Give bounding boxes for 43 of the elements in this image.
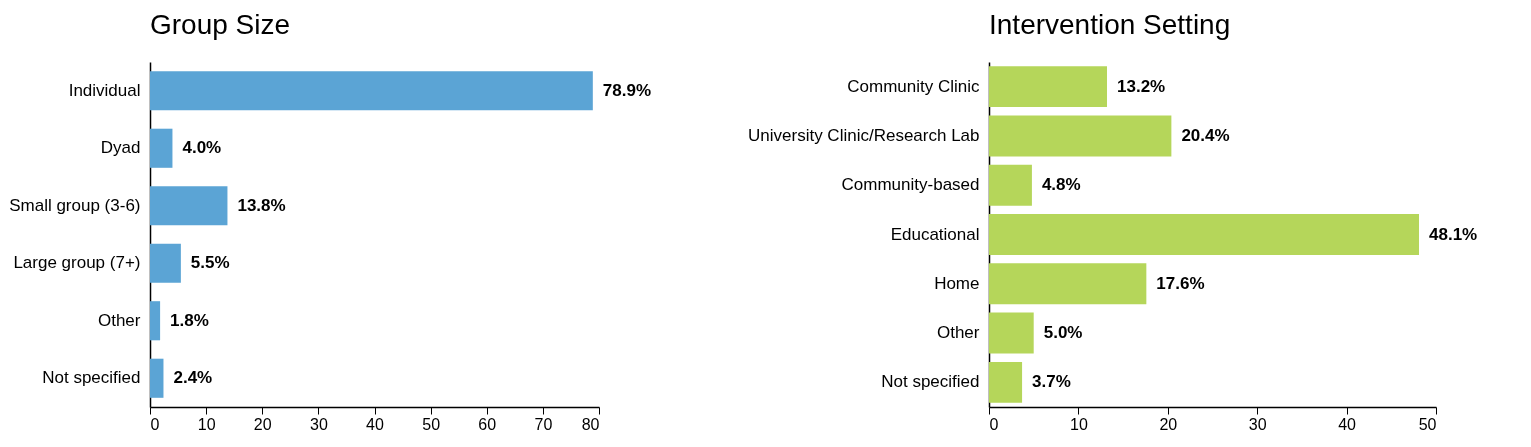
chart-title: Intervention Setting [989,9,1231,40]
chart-title: Group Size [150,9,291,40]
x-tick-label: 10 [197,415,216,433]
y-tick-label: Community-based [841,175,980,195]
y-tick-label: Other [936,323,980,343]
x-tick-label: 20 [253,415,272,433]
x-tick-label: 0 [989,415,999,433]
data-label: 78.9% [602,80,652,100]
x-tick-label: 30 [1248,415,1267,433]
data-label: 20.4% [1181,125,1230,145]
x-tick-label: 70 [534,415,553,433]
data-label: 3.7% [1032,372,1071,392]
data-label: 5.0% [1043,323,1083,343]
data-label: 17.6% [1156,273,1205,293]
data-label: 4.0% [182,138,222,158]
y-tick-label: Not specified [42,368,141,388]
y-tick-label: Educational [890,224,980,244]
y-tick-label: University Clinic/Research Lab [748,125,980,145]
data-label: 13.8% [237,195,286,215]
data-label: 2.4% [173,368,213,388]
y-tick-label: Individual [68,80,141,100]
x-tick-label: 60 [478,415,497,433]
x-tick-label: 80 [581,415,600,433]
data-label: 1.8% [170,310,209,330]
x-tick-label: 50 [1418,415,1437,433]
data-label: 5.5% [190,253,230,273]
x-tick-label: 0 [150,415,160,433]
x-tick-label: 40 [366,415,384,433]
y-tick-label: Large group (7+) [13,253,141,273]
y-tick-label: Dyad [100,138,141,158]
x-tick-label: 10 [1070,415,1088,433]
y-tick-label: Small group (3-6) [9,195,141,215]
x-tick-label: 40 [1338,415,1357,433]
x-tick-label: 30 [309,415,328,433]
y-tick-label: Not specified [881,372,980,392]
data-label: 13.2% [1117,76,1166,96]
y-tick-label: Other [97,310,141,330]
x-tick-label: 50 [422,415,441,433]
data-label: 48.1% [1429,224,1478,244]
y-tick-label: Home [934,273,980,293]
x-tick-label: 20 [1159,415,1178,433]
y-tick-label: Community Clinic [847,76,980,96]
data-label: 4.8% [1041,175,1081,195]
